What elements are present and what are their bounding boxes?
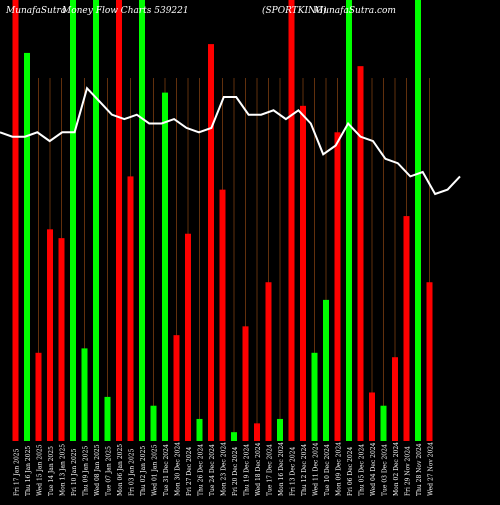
volume-bar <box>369 392 375 441</box>
date-label: Wed 15 Jan 2025 <box>37 444 44 496</box>
volume-bar <box>219 189 226 441</box>
volume-bar <box>116 0 122 441</box>
volume-bar <box>58 238 65 441</box>
date-label: Thu 12 Dec 2024 <box>301 444 308 496</box>
volume-bar <box>47 229 53 441</box>
volume-bar <box>35 352 42 441</box>
volume-bar <box>242 326 249 441</box>
volume-bar <box>208 44 214 441</box>
date-label: Tue 03 Dec 2024 <box>382 444 389 496</box>
volume-bar <box>173 335 180 441</box>
volume-bar <box>357 66 364 442</box>
date-label: Mon 23 Dec 2024 <box>221 442 228 496</box>
date-label: Mon 13 Jan 2025 <box>60 444 67 496</box>
volume-bar <box>70 0 76 441</box>
volume-bar <box>254 423 260 441</box>
volume-bar <box>162 92 168 442</box>
volume-bar <box>334 132 341 442</box>
volume-bar <box>323 299 329 441</box>
date-label: Wed 27 Nov 2024 <box>428 442 435 496</box>
volume-bar <box>265 282 272 441</box>
date-label: Wed 08 Jan 2025 <box>94 444 101 496</box>
date-label: Thu 09 Jan 2025 <box>83 446 90 496</box>
money-flow-line <box>0 86 461 196</box>
date-label: Mon 30 Dec 2024 <box>175 442 182 496</box>
volume-bar <box>415 0 421 441</box>
date-label: Wed 01 Jan 2025 <box>152 444 159 496</box>
volume-bar <box>150 405 157 441</box>
volume-bar <box>403 216 410 441</box>
volume-bar <box>231 432 237 441</box>
date-label: Mon 02 Dec 2024 <box>393 442 400 496</box>
date-label: Fri 27 Dec 2024 <box>186 447 193 496</box>
date-label: Thu 28 Nov 2024 <box>416 443 423 496</box>
date-label: Tue 17 Dec 2024 <box>267 444 274 496</box>
date-label: Tue 14 Jan 2025 <box>48 446 55 496</box>
date-label: Fri 13 Dec 2024 <box>290 447 297 496</box>
bar-layer <box>12 0 433 442</box>
volume-bar <box>288 0 295 441</box>
date-label: Thu 02 Jan 2025 <box>140 446 147 496</box>
date-label: Fri 06 Dec 2024 <box>347 447 354 496</box>
volume-bar <box>392 357 398 441</box>
volume-bar <box>277 418 283 441</box>
date-labels: Fri 17 Jan 2025 Thu 16 Jan 2025 Wed 15 Jan… <box>14 442 435 496</box>
date-label: Tue 07 Jan 2025 <box>106 446 113 496</box>
volume-bar <box>185 233 191 441</box>
date-label: Thu 19 Dec 2024 <box>244 444 251 496</box>
date-label: Fri 03 Jan 2025 <box>129 448 136 496</box>
volume-bar <box>104 396 111 441</box>
volume-bar <box>24 52 30 442</box>
line-layer <box>0 86 461 196</box>
date-label: Mon 09 Dec 2024 <box>336 442 343 496</box>
site-name-right: MunafaSutra.com <box>313 6 396 16</box>
date-label: Fri 29 Nov 2024 <box>405 446 412 496</box>
chart-title: Money Flow Charts 539221 <box>61 6 189 16</box>
date-label: Thu 16 Jan 2025 <box>25 446 32 496</box>
volume-bar <box>196 418 203 441</box>
volume-bar <box>127 176 134 441</box>
volume-bar <box>311 352 318 441</box>
site-name-left: MunafaSutra <box>5 6 66 16</box>
volume-bar <box>380 405 387 441</box>
date-label: Fri 20 Dec 2024 <box>232 447 239 496</box>
volume-bar <box>346 0 352 441</box>
volume-bar <box>93 0 99 441</box>
date-label: Thu 26 Dec 2024 <box>198 444 205 496</box>
date-label: Wed 04 Dec 2024 <box>370 442 377 496</box>
volume-bar <box>426 282 433 441</box>
volume-bar <box>300 105 306 441</box>
volume-bar <box>139 0 145 441</box>
date-label: Mon 06 Jan 2025 <box>117 444 124 496</box>
date-label: Fri 10 Jan 2025 <box>71 448 78 496</box>
stock-symbol: (SPORTKING) <box>262 5 327 16</box>
volume-bar <box>81 348 88 441</box>
volume-bar <box>12 0 19 441</box>
date-label: Thu 05 Dec 2024 <box>359 444 366 496</box>
date-label: Wed 18 Dec 2024 <box>255 442 262 496</box>
date-label: Fri 17 Jan 2025 <box>14 448 21 496</box>
date-label: Tue 31 Dec 2024 <box>163 444 170 496</box>
date-label: Wed 11 Dec 2024 <box>313 442 320 496</box>
date-label: Mon 16 Dec 2024 <box>278 442 285 496</box>
chart-header: MunafaSutra Money Flow Charts 539221 (SP… <box>5 5 396 16</box>
date-label: Tue 24 Dec 2024 <box>209 444 216 496</box>
date-label: Tue 10 Dec 2024 <box>324 444 331 496</box>
